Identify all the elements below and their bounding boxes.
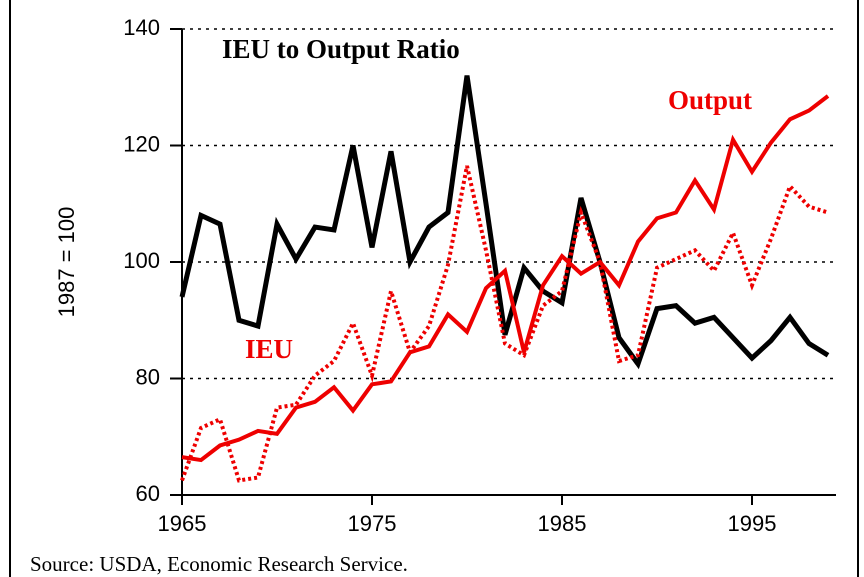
y-tick-label: 140: [123, 15, 160, 40]
x-tick-label: 1965: [158, 511, 207, 536]
series-line: [180, 165, 829, 483]
y-axis-label: 1987 = 100: [54, 207, 79, 318]
y-tick-label: 120: [123, 131, 160, 156]
y-tick-label: 80: [136, 364, 160, 389]
y-tick-label: 60: [136, 481, 160, 506]
x-tick-label: 1985: [538, 511, 587, 536]
x-tick-label: 1995: [728, 511, 777, 536]
x-tick-label: 1975: [348, 511, 397, 536]
source-note: Source: USDA, Economic Research Service.: [30, 552, 408, 576]
y-tick-label: 100: [123, 248, 160, 273]
annotation: IEU to Output Ratio: [222, 34, 460, 64]
annotation: IEU: [245, 334, 293, 364]
annotation: Output: [668, 85, 752, 115]
series-line: [181, 94, 830, 463]
series-line: [179, 75, 830, 370]
